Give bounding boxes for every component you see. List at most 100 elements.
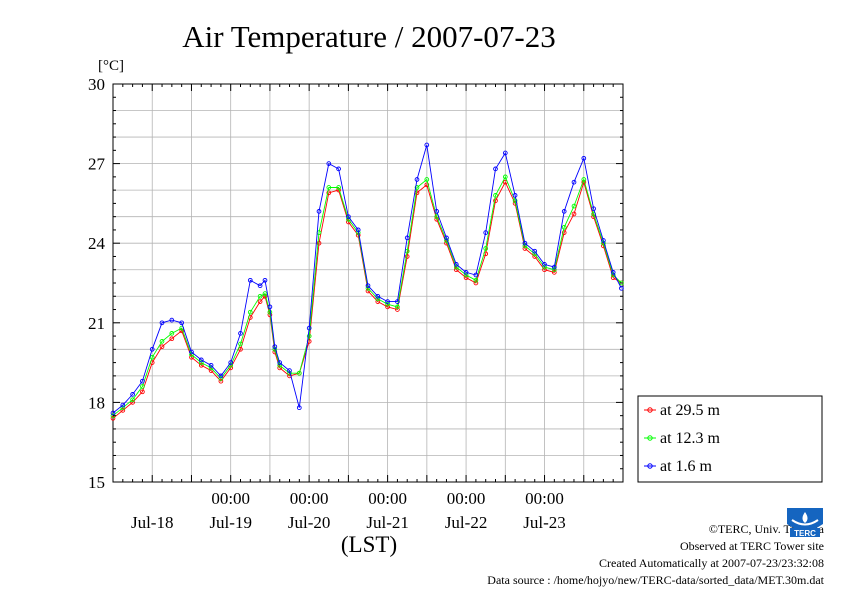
data-point xyxy=(169,336,175,342)
data-point xyxy=(385,301,390,307)
legend-swatch-marker xyxy=(647,435,653,441)
data-point xyxy=(571,211,577,217)
created-text: Created Automatically at 2007-07-23/23:3… xyxy=(599,556,824,570)
data-point xyxy=(272,344,278,350)
legend-item: at 29.5 m xyxy=(644,402,721,419)
data-point xyxy=(326,161,332,166)
data-point xyxy=(198,360,204,365)
data-point xyxy=(110,415,116,421)
data-point xyxy=(198,357,204,363)
data-point xyxy=(306,333,312,339)
series-line xyxy=(112,175,622,417)
legend-item: at 1.6 m xyxy=(644,458,713,475)
data-point xyxy=(169,317,175,323)
data-point xyxy=(277,360,283,365)
y-tick-labels: 30 27 24 21 18 15 xyxy=(88,75,106,492)
data-point xyxy=(463,270,469,275)
x-date-label: Jul-19 xyxy=(209,513,252,532)
legend-swatch-marker xyxy=(647,407,653,413)
data-point xyxy=(179,320,185,326)
data-point xyxy=(149,346,155,352)
data-point xyxy=(130,392,135,397)
data-point xyxy=(385,299,390,304)
data-point xyxy=(493,193,498,198)
data-point xyxy=(159,320,165,326)
y-tick-label: 21 xyxy=(88,314,105,333)
data-point xyxy=(218,378,224,384)
data-point xyxy=(120,408,126,413)
data-point xyxy=(414,185,420,190)
data-point xyxy=(140,384,145,389)
x-time-label: 00:00 xyxy=(368,489,407,508)
data-point xyxy=(522,240,528,246)
data-point xyxy=(326,185,332,190)
data-point xyxy=(189,354,194,360)
data-point xyxy=(262,291,268,296)
data-point xyxy=(424,182,430,188)
data-point xyxy=(473,280,479,286)
data-point xyxy=(610,270,616,275)
series-lines xyxy=(110,142,624,421)
y-axis-unit: [°C] xyxy=(98,58,124,74)
data-point xyxy=(140,378,145,384)
data-point xyxy=(316,240,322,246)
data-point xyxy=(257,293,263,299)
data-point xyxy=(502,174,508,180)
data-point xyxy=(375,296,381,302)
data-point xyxy=(561,230,567,235)
data-point xyxy=(336,185,341,190)
data-point xyxy=(189,349,194,355)
data-point xyxy=(619,280,624,286)
x-time-label: 00:00 xyxy=(211,489,250,508)
data-point xyxy=(277,362,283,368)
data-point xyxy=(228,360,234,365)
data-point xyxy=(424,142,430,148)
data-point xyxy=(601,238,606,243)
data-point xyxy=(551,270,557,275)
data-point xyxy=(551,264,557,270)
data-point xyxy=(130,397,135,403)
data-point xyxy=(267,304,273,310)
data-point xyxy=(247,309,253,315)
legend-label: at 29.5 m xyxy=(660,402,721,419)
data-point xyxy=(551,267,557,273)
data-point xyxy=(473,272,479,278)
data-point xyxy=(110,410,116,416)
data-point xyxy=(140,389,145,395)
data-point xyxy=(522,246,528,251)
data-point xyxy=(395,299,400,304)
legend-label: at 1.6 m xyxy=(660,458,713,475)
data-point xyxy=(257,283,263,289)
data-point xyxy=(434,209,440,214)
data-point xyxy=(512,193,518,198)
legend-item: at 12.3 m xyxy=(644,430,721,447)
data-point xyxy=(218,376,224,381)
data-point xyxy=(571,203,577,209)
series-line xyxy=(112,144,622,414)
x-tick-labels: 00:00 00:00 00:00 00:00 00:00 Jul-18 Jul-19 Jul… xyxy=(131,489,566,532)
logo-text: TERC xyxy=(794,529,816,538)
x-date-label: Jul-23 xyxy=(523,513,566,532)
site-text: Observed at TERC Tower site xyxy=(680,539,824,553)
data-point xyxy=(581,177,587,182)
legend-swatch-marker xyxy=(647,463,653,469)
data-point xyxy=(453,267,459,273)
legend-box xyxy=(637,395,823,483)
data-point xyxy=(316,209,322,214)
data-point xyxy=(591,206,596,212)
y-tick-label: 27 xyxy=(88,155,106,174)
data-point xyxy=(120,402,126,408)
x-time-label: 00:00 xyxy=(290,489,329,508)
data-point xyxy=(296,405,302,411)
legend-label: at 12.3 m xyxy=(660,430,721,447)
x-time-label: 00:00 xyxy=(447,489,486,508)
legend: at 29.5 m at 12.3 m at 1.6 m xyxy=(637,395,823,483)
data-point xyxy=(522,243,528,249)
x-date-label: Jul-22 xyxy=(445,513,488,532)
y-tick-label: 24 xyxy=(88,234,106,253)
data-point xyxy=(404,254,410,259)
data-point xyxy=(385,304,390,310)
data-point xyxy=(306,325,312,331)
y-tick-label: 15 xyxy=(88,473,105,492)
data-point xyxy=(159,344,165,350)
